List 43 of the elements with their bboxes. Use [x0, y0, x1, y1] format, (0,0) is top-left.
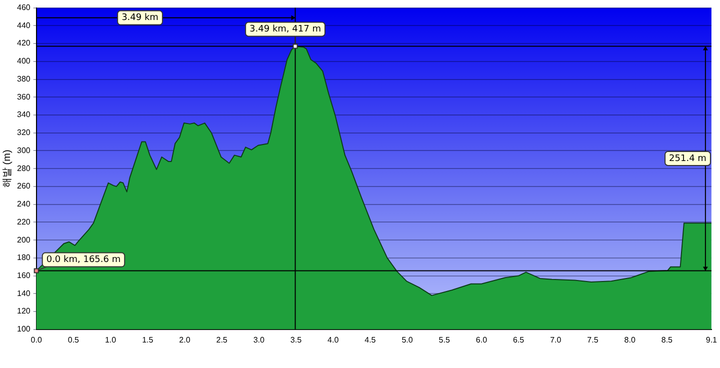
x-tick-label: 0.0 — [30, 335, 42, 344]
x-tick-label: 6.0 — [476, 335, 488, 344]
annotation: 251.4 m — [669, 154, 706, 164]
y-tick-label: 200 — [16, 235, 31, 244]
x-tick-label: 5.5 — [438, 335, 450, 344]
y-tick-label: 280 — [16, 164, 31, 173]
y-tick-label: 260 — [16, 182, 31, 191]
annotation: 3.49 km, 417 m — [250, 24, 321, 35]
y-tick-label: 360 — [16, 92, 31, 102]
x-tick-label: 1.5 — [142, 335, 154, 344]
y-tick-label: 160 — [16, 271, 31, 280]
x-tick-label: 7.0 — [550, 335, 562, 344]
y-tick-label: 420 — [16, 38, 31, 48]
x-tick-label: 4.0 — [328, 335, 340, 344]
ref-line-label: 3.49 km — [122, 13, 158, 24]
x-tick-label: 7.5 — [587, 335, 599, 344]
y-tick-label: 340 — [16, 110, 31, 120]
y-tick-label: 180 — [16, 253, 31, 262]
x-tick-label: 1.0 — [104, 335, 117, 344]
y-tick-label: 120 — [16, 306, 31, 316]
x-tick-label: 3.0 — [253, 335, 266, 344]
y-tick-label: 220 — [16, 217, 31, 226]
x-tick-label: 2.5 — [216, 335, 228, 344]
annotation: 0.0 km, 165.6 m — [46, 255, 121, 266]
x-tick-label: 8.5 — [661, 335, 674, 344]
x-tick-label: 0.5 — [68, 335, 80, 344]
y-tick-label: 380 — [16, 74, 31, 84]
y-axis-title: 해발 (m) — [2, 150, 13, 188]
y-tick-label: 140 — [16, 288, 31, 298]
x-tick-label: 4.5 — [364, 335, 376, 344]
y-tick-label: 400 — [16, 56, 31, 66]
y-tick-label: 460 — [16, 3, 31, 12]
y-tick-label: 320 — [16, 128, 31, 138]
x-tick-label: 2.0 — [179, 335, 191, 344]
y-tick-label: 300 — [16, 146, 31, 155]
x-tick-label: 5.0 — [402, 335, 414, 344]
x-tick-label: 8.0 — [624, 335, 636, 344]
x-tick-label: 9.1 — [706, 335, 718, 344]
y-tick-label: 240 — [16, 200, 31, 209]
y-tick-label: 440 — [16, 20, 31, 30]
x-tick-label: 6.5 — [512, 335, 525, 344]
x-tick-label: 3.5 — [290, 335, 302, 344]
y-tick-label: 100 — [16, 324, 31, 334]
